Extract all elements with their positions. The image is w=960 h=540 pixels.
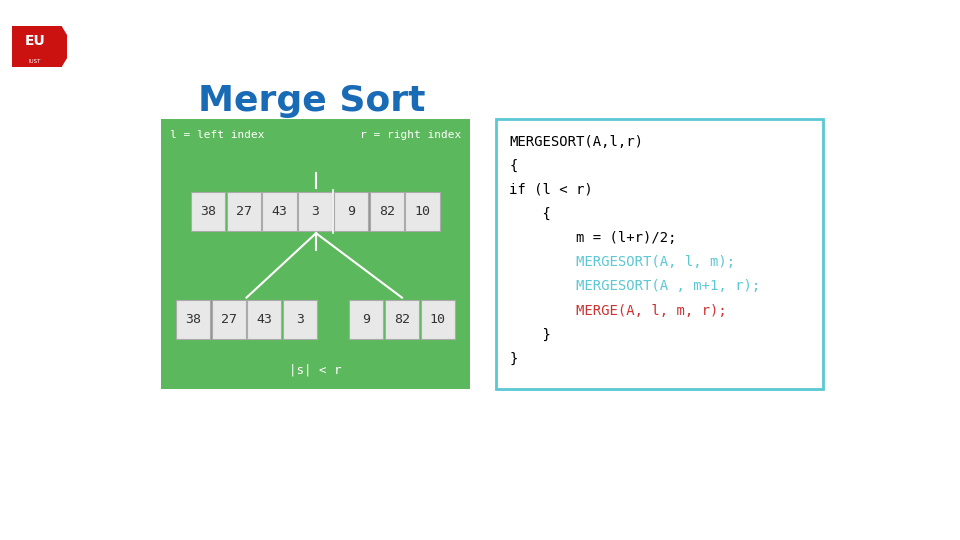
- Text: MERGESORT(A , m+1, r);: MERGESORT(A , m+1, r);: [509, 279, 760, 293]
- Text: r = right index: r = right index: [359, 131, 461, 140]
- FancyBboxPatch shape: [420, 300, 455, 339]
- Text: 82: 82: [379, 205, 395, 218]
- Text: 27: 27: [221, 313, 236, 326]
- Text: 10: 10: [430, 313, 445, 326]
- Text: MERGESORT(A,l,r): MERGESORT(A,l,r): [509, 134, 643, 149]
- FancyBboxPatch shape: [248, 300, 281, 339]
- Text: 3: 3: [296, 313, 304, 326]
- Text: Merge Sort: Merge Sort: [198, 84, 425, 118]
- FancyBboxPatch shape: [161, 119, 469, 389]
- Text: }: }: [509, 352, 517, 366]
- FancyBboxPatch shape: [227, 192, 261, 231]
- Text: 43: 43: [256, 313, 273, 326]
- FancyBboxPatch shape: [334, 192, 368, 231]
- Text: 10: 10: [415, 205, 430, 218]
- Text: if (l < r): if (l < r): [509, 183, 593, 197]
- Text: l = left index: l = left index: [170, 131, 264, 140]
- FancyBboxPatch shape: [349, 300, 383, 339]
- FancyBboxPatch shape: [12, 26, 61, 67]
- Text: EU: EU: [25, 35, 45, 49]
- FancyBboxPatch shape: [385, 300, 420, 339]
- FancyBboxPatch shape: [191, 192, 226, 231]
- Text: |s| < r: |s| < r: [289, 364, 342, 377]
- Text: 82: 82: [394, 313, 410, 326]
- Text: 43: 43: [272, 205, 288, 218]
- Text: 9: 9: [362, 313, 371, 326]
- Text: IUST: IUST: [29, 59, 41, 64]
- FancyBboxPatch shape: [370, 192, 404, 231]
- FancyBboxPatch shape: [495, 119, 823, 389]
- Text: {: {: [509, 159, 517, 173]
- Text: m = (l+r)/2;: m = (l+r)/2;: [509, 231, 677, 245]
- Polygon shape: [61, 26, 67, 67]
- Text: 27: 27: [236, 205, 252, 218]
- Text: MERGE(A, l, m, r);: MERGE(A, l, m, r);: [509, 303, 727, 318]
- FancyBboxPatch shape: [283, 300, 317, 339]
- Text: }: }: [509, 328, 551, 342]
- FancyBboxPatch shape: [262, 192, 297, 231]
- Text: 9: 9: [347, 205, 355, 218]
- Text: 38: 38: [201, 205, 216, 218]
- Text: 3: 3: [311, 205, 320, 218]
- FancyBboxPatch shape: [299, 192, 332, 231]
- FancyBboxPatch shape: [211, 300, 246, 339]
- FancyBboxPatch shape: [405, 192, 440, 231]
- FancyBboxPatch shape: [176, 300, 210, 339]
- Text: {: {: [509, 207, 551, 221]
- Text: MERGESORT(A, l, m);: MERGESORT(A, l, m);: [509, 255, 735, 269]
- Text: 38: 38: [185, 313, 201, 326]
